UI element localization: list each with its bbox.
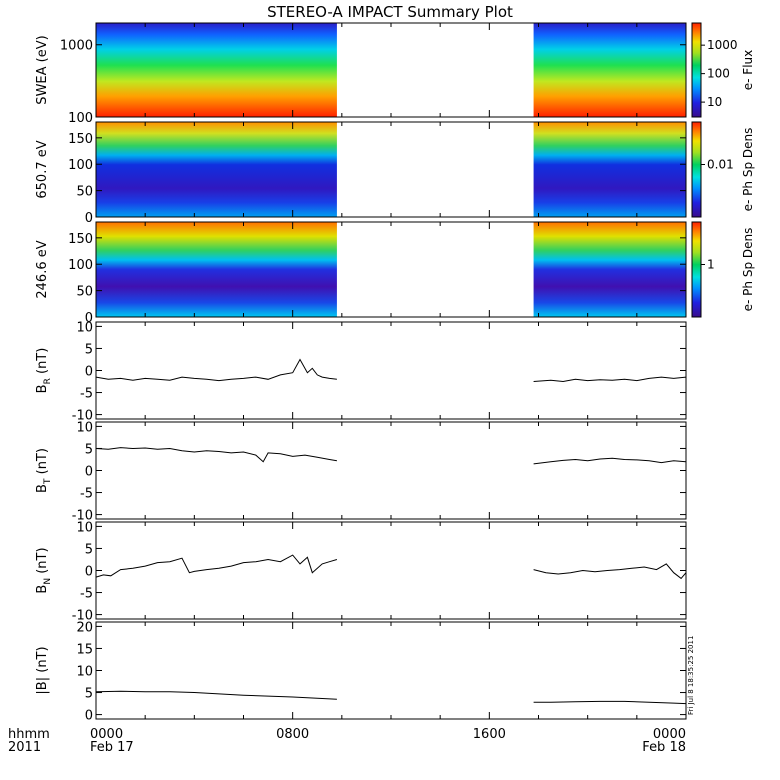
y-tick-label: 10 (76, 520, 93, 535)
panel-frame (95, 521, 687, 620)
spectrogram-block-1 (96, 122, 337, 217)
y-axis-label-main: B (35, 585, 50, 594)
y-tick-label: 5 (85, 442, 93, 457)
panel-pad_650: 0.01 e- Ph Sp Dens 0 50 100 150 650.7 eV (35, 121, 755, 226)
colorbar-scale (691, 22, 702, 118)
y-tick-label: -10 (72, 509, 93, 524)
colorbar-label: e- Flux (741, 50, 755, 90)
y-tick-label: 20 (76, 620, 93, 635)
y-tick-label: 0 (85, 365, 93, 380)
y-tick-label: 50 (76, 185, 93, 200)
spectrogram-block-2 (533, 122, 686, 217)
y-tick-label: 10 (76, 420, 93, 435)
x-tick-label: 0000 (653, 727, 686, 742)
panel-frame (95, 421, 687, 520)
series-line-bt (95, 447, 337, 463)
series-line-br-after-gap (533, 376, 687, 383)
y-tick-label: -5 (80, 587, 93, 602)
panel-br: -10 -5 0 5 10 BR (nT) (35, 320, 687, 424)
x-tick-label: 0800 (276, 727, 309, 742)
colorbar-tick-label: 10 (707, 95, 722, 109)
y-axis-label: 650.7 eV (35, 140, 50, 198)
y-tick-label: 50 (76, 285, 93, 300)
y-axis-label: 246.6 eV (35, 240, 50, 298)
y-axis-label-main: B (35, 384, 50, 393)
panel-pad_246: 1 e- Ph Sp Dens 0 50 100 150 246.6 eV (35, 221, 755, 326)
y-tick-label: 100 (68, 158, 93, 173)
y-axis-label-unit: (nT) (35, 448, 50, 478)
spectrogram-block-1 (96, 222, 337, 317)
series-line-br (95, 358, 337, 382)
panel-frame (95, 321, 687, 420)
y-tick-label: 10 (76, 665, 93, 680)
x-tick-label: 0000 (90, 727, 123, 742)
y-tick-label: 15 (76, 642, 93, 657)
y-axis-label-subscript: T (43, 478, 53, 485)
y-axis-label-unit: (nT) (35, 348, 50, 378)
y-axis-label: |B| (nT) (35, 646, 50, 694)
y-tick-label: -5 (80, 487, 93, 502)
y-tick-label: 150 (68, 232, 93, 247)
y-axis-label-unit: (nT) (35, 547, 50, 577)
y-tick-label: 1000 (60, 39, 93, 54)
panel-bmag: 0 5 10 15 20 |B| (nT) (35, 620, 687, 724)
series-line-bmag (95, 690, 337, 700)
y-tick-label: 0 (85, 565, 93, 580)
colorbar-scale (691, 121, 702, 218)
colorbar: 1 e- Ph Sp Dens (691, 221, 755, 318)
colorbar-tick-label: 1 (707, 258, 715, 272)
plot-title: STEREO-A IMPACT Summary Plot (267, 3, 513, 21)
panel-bn: -10 -5 0 5 10 BN (nT) (35, 520, 687, 624)
colorbar-tick-label: 0.01 (707, 158, 734, 172)
date-label-start: Feb 17 (90, 740, 134, 755)
y-tick-label: -10 (72, 609, 93, 624)
y-axis-label-subscript: R (43, 378, 53, 384)
y-axis-label: BR (nT) (35, 348, 53, 394)
x-tick-label: 1600 (473, 727, 506, 742)
series-line-bt-after-gap (533, 457, 687, 465)
panel-frame (95, 621, 687, 720)
year-label: 2011 (8, 740, 41, 755)
spectrogram-block-2 (533, 222, 686, 317)
y-tick-label: -10 (72, 409, 93, 424)
colorbar: 0.01 e- Ph Sp Dens (691, 121, 755, 218)
timestamp-note: Fri Jul 8 18:35:25 2011 (687, 636, 695, 715)
hhmm-label: hhmm (8, 727, 50, 742)
y-tick-label: 0 (85, 465, 93, 480)
spectrogram-block-1 (96, 23, 337, 117)
colorbar-tick-label: 1000 (707, 38, 738, 52)
y-tick-label: 0 (85, 211, 93, 226)
y-tick-label: 5 (85, 542, 93, 557)
y-tick-label: 5 (85, 687, 93, 702)
colorbar-label: e- Ph Sp Dens (741, 228, 755, 312)
y-tick-label: 0 (85, 709, 93, 724)
y-axis-label-subscript: N (43, 578, 53, 585)
y-axis-label-unit: (nT) (35, 646, 50, 676)
y-axis-label-main: |B| (35, 677, 50, 695)
y-tick-label: 100 (68, 111, 93, 126)
y-tick-label: 0 (85, 311, 93, 326)
y-tick-label: -5 (80, 387, 93, 402)
y-axis-label: BT (nT) (35, 448, 53, 493)
date-label-end: Feb 18 (642, 740, 686, 755)
y-tick-label: 5 (85, 342, 93, 357)
y-axis-label-main: B (35, 484, 50, 493)
panel-bt: -10 -5 0 5 10 BT (nT) (35, 420, 687, 524)
colorbar-tick-label: 100 (707, 67, 730, 81)
y-tick-label: 100 (68, 258, 93, 273)
y-axis-label: BN (nT) (35, 547, 53, 593)
y-tick-label: 10 (76, 320, 93, 335)
spectrogram-block-2 (533, 23, 686, 117)
colorbar-label: e- Ph Sp Dens (741, 128, 755, 212)
series-line-bn-after-gap (533, 563, 687, 580)
y-axis-label: SWEA (eV) (35, 35, 50, 104)
series-line-bn (95, 554, 338, 578)
y-tick-label: 150 (68, 132, 93, 147)
colorbar-scale (691, 221, 702, 318)
series-line-bmag-after-gap (533, 700, 687, 705)
